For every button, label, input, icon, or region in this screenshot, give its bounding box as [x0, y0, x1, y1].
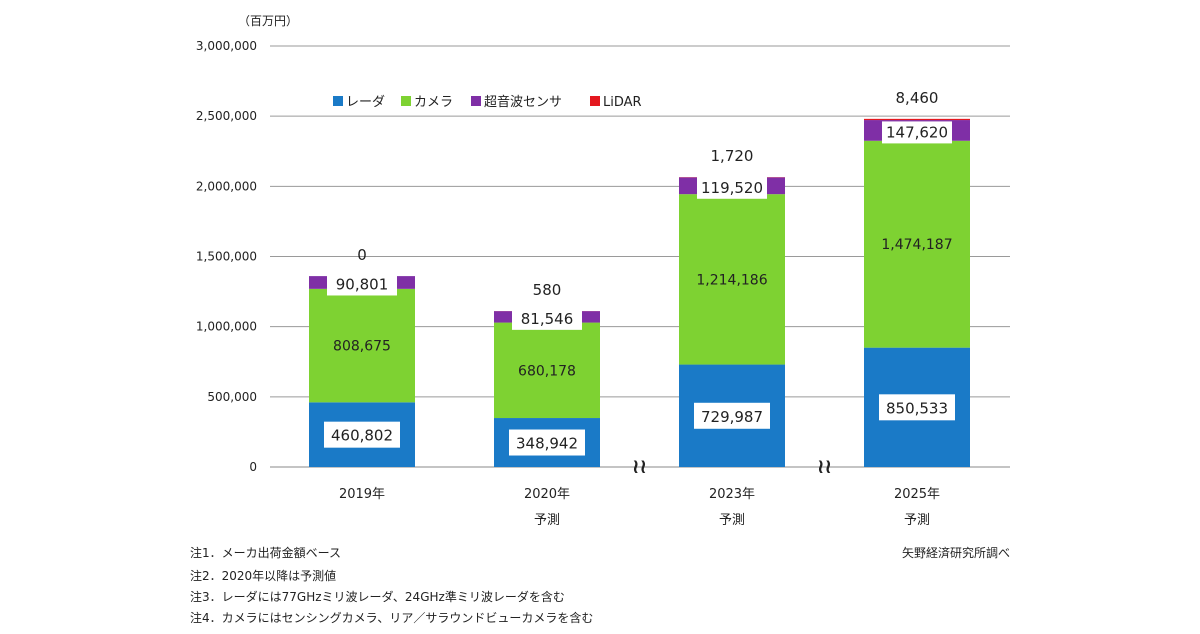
footer-notes: 注1．メーカ出荷金額ベース 注2．2020年以降は予測値 注3．レーダには77G… — [190, 545, 1010, 625]
legend-label-lidar: LiDAR — [603, 95, 642, 110]
data-label-camera: 1,474,187 — [881, 237, 952, 253]
source-credit: 矢野経済研究所調べ — [902, 545, 1010, 560]
data-label-ultrasonic: 119,520 — [701, 179, 763, 197]
y-tick-label: 1,000,000 — [196, 320, 257, 334]
data-label-radar: 729,987 — [701, 408, 763, 426]
data-label-ultrasonic: 90,801 — [336, 275, 389, 293]
legend-label-ultrasonic: 超音波センサ — [484, 94, 562, 110]
x-tick-sublabel: 予測 — [534, 513, 560, 528]
data-label-ultrasonic: 147,620 — [886, 123, 948, 141]
x-tick-label: 2025年 — [894, 487, 940, 502]
legend-swatch-ultrasonic — [471, 96, 481, 106]
note-3: 注3．レーダには77GHzミリ波レーダ、24GHz準ミリ波レーダを含む — [190, 589, 565, 604]
note-4: 注4．カメラにはセンシングカメラ、リア／サラウンドビューカメラを含む — [190, 610, 593, 625]
legend: レーダ カメラ 超音波センサ LiDAR — [333, 94, 642, 110]
x-tick-sublabel: 予測 — [719, 513, 745, 528]
data-label-lidar: 580 — [533, 281, 562, 299]
note-2: 注2．2020年以降は予測値 — [190, 568, 336, 583]
legend-label-camera: カメラ — [414, 95, 453, 110]
axis-break-icon: ≀≀ — [632, 454, 647, 478]
x-tick-sublabel: 予測 — [904, 513, 930, 528]
axis-break-icon: ≀≀ — [817, 454, 832, 478]
legend-swatch-camera — [401, 96, 411, 106]
y-tick-label: 2,500,000 — [196, 109, 257, 123]
y-tick-label: 2,000,000 — [196, 179, 257, 193]
data-label-lidar: 8,460 — [896, 89, 939, 107]
x-tick-label: 2019年 — [339, 487, 385, 502]
legend-swatch-radar — [333, 96, 343, 106]
x-tick-label: 2023年 — [709, 487, 755, 502]
data-label-lidar: 1,720 — [711, 147, 754, 165]
data-label-radar: 460,802 — [331, 427, 393, 445]
data-label-ultrasonic: 81,546 — [521, 310, 574, 328]
bars — [309, 119, 970, 467]
legend-label-radar: レーダ — [346, 95, 385, 110]
y-unit-label: （百万円） — [238, 14, 298, 28]
data-label-camera: 1,214,186 — [696, 272, 767, 288]
y-tick-label: 500,000 — [207, 390, 257, 404]
bar-lidar — [864, 119, 970, 120]
y-tick-label: 0 — [249, 460, 257, 474]
note-1: 注1．メーカ出荷金額ベース — [190, 545, 341, 560]
y-tick-label: 1,500,000 — [196, 250, 257, 264]
data-label-camera: 808,675 — [333, 339, 391, 355]
data-labels: 460,802 808,675 90,801 0 348,942 680,178 81,54… — [324, 89, 955, 456]
y-tick-label: 3,000,000 — [196, 39, 257, 53]
x-tick-label: 2020年 — [524, 487, 570, 502]
data-label-radar: 850,533 — [886, 399, 948, 417]
legend-swatch-lidar — [590, 96, 600, 106]
data-label-lidar: 0 — [357, 246, 367, 264]
data-label-camera: 680,178 — [518, 363, 576, 379]
data-label-radar: 348,942 — [516, 435, 578, 453]
